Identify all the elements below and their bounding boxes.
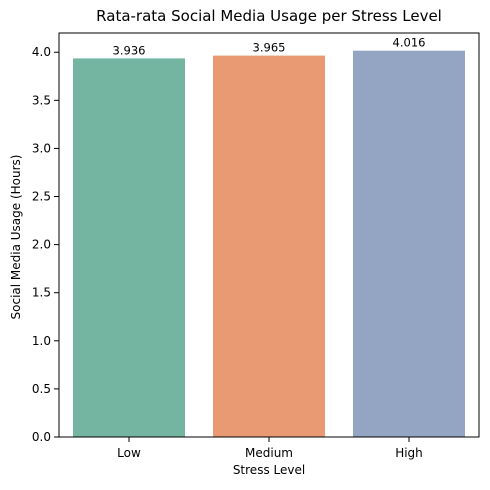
bar-low xyxy=(73,58,185,437)
x-tick-label-low: Low xyxy=(117,446,141,460)
y-tick-label: 2.0 xyxy=(32,238,51,252)
chart-title: Rata-rata Social Media Usage per Stress … xyxy=(96,7,442,25)
plot-frame xyxy=(58,32,480,438)
y-tick-label: 3.0 xyxy=(32,141,51,155)
y-tick-label: 0.5 xyxy=(32,382,51,396)
data-label-medium: 3.965 xyxy=(253,41,286,55)
plot-area: 3.936 Low 3.965 Medium 4.016 High 0.0 0.5 1.0 1.5… xyxy=(32,32,480,460)
x-axis-label: Stress Level xyxy=(233,463,305,477)
x-tick-label-medium: Medium xyxy=(245,446,293,460)
y-tick-label: 1.0 xyxy=(32,334,51,348)
y-tick-label: 3.5 xyxy=(32,93,51,107)
y-tick-label: 0.0 xyxy=(32,430,51,444)
bar-medium xyxy=(213,55,325,437)
data-label-low: 3.936 xyxy=(113,43,146,57)
x-tick-label-high: High xyxy=(395,446,423,460)
y-tick-label: 1.5 xyxy=(32,286,51,300)
bar-high xyxy=(353,50,465,437)
y-tick-label: 2.5 xyxy=(32,190,51,204)
y-axis-label: Social Media Usage (Hours) xyxy=(9,155,23,320)
y-tick-label: 4.0 xyxy=(32,45,51,59)
data-label-high: 4.016 xyxy=(393,36,426,50)
